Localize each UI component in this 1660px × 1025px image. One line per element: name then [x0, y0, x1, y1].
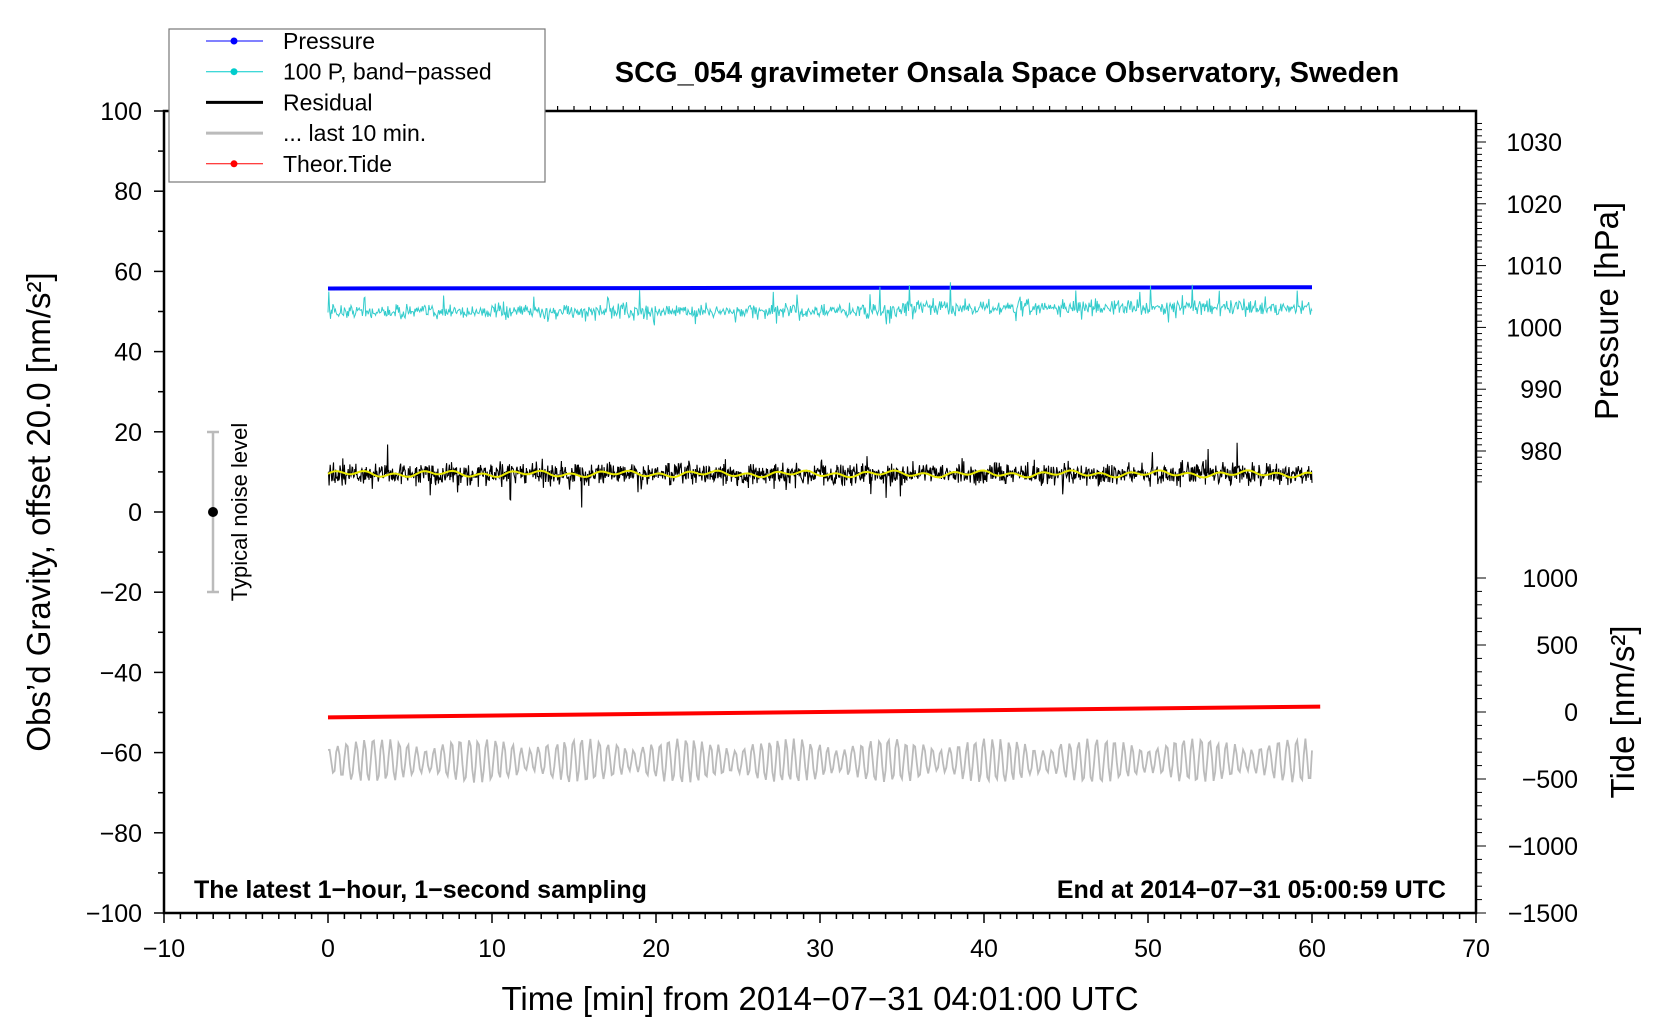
tide-tick-label: 500	[1536, 632, 1578, 660]
legend-label: 100 P, band−passed	[283, 59, 492, 85]
legend-swatch-dot	[230, 160, 238, 168]
pressure-tick-label: 1030	[1506, 129, 1562, 157]
legend-box	[168, 28, 546, 183]
tide-tick-label: 1000	[1522, 565, 1578, 593]
x-tick-label: 20	[642, 935, 670, 963]
legend: Pressure 100 P, band−passed Residual ... la…	[168, 28, 546, 183]
x-tick-label: 50	[1134, 935, 1162, 963]
plot-frame	[162, 109, 1478, 915]
tide-tick-label: −1000	[1508, 833, 1578, 861]
y-axis-label-tide: Tide [nm/s²]	[1604, 626, 1641, 799]
y-tick-label: −100	[86, 900, 142, 928]
pressure-tick-label: 990	[1520, 376, 1562, 404]
pressure-tick-label: 1010	[1506, 253, 1562, 281]
tide-tick-label: 0	[1564, 699, 1578, 727]
y-tick-label: −40	[100, 659, 142, 687]
pressure-tick-label: 980	[1520, 438, 1562, 466]
legend-label: Theor.Tide	[283, 151, 392, 177]
y-tick-label: 60	[114, 258, 142, 286]
series-residual-smoothed	[327, 469, 1313, 479]
data-traces	[327, 282, 1321, 784]
axis-ticks	[154, 106, 1486, 923]
annotation-end-time: End at 2014−07−31 05:00:59 UTC	[1057, 876, 1446, 904]
legend-item: Residual	[206, 89, 373, 115]
x-tick-label: 30	[806, 935, 834, 963]
series-last-10-min	[327, 736, 1313, 784]
x-tick-label: 60	[1298, 935, 1326, 963]
pressure-tick-label: 1020	[1506, 191, 1562, 219]
y-tick-label: 100	[100, 98, 142, 126]
y-tick-label: −60	[100, 740, 142, 768]
noise-label: Typical noise level	[227, 423, 252, 602]
series-pressure	[327, 285, 1313, 291]
annotation-sampling: The latest 1−hour, 1−second sampling	[194, 876, 647, 904]
pressure-tick-label: 1000	[1506, 314, 1562, 342]
legend-label: Residual	[283, 89, 373, 115]
noise-level-indicator: Typical noise level	[207, 423, 252, 602]
tide-tick-label: −1500	[1508, 900, 1578, 928]
series-band-passed-pressure	[327, 282, 1313, 326]
y-tick-label: −20	[100, 579, 142, 607]
y-tick-label: −80	[100, 820, 142, 848]
series-theor-tide	[327, 704, 1321, 720]
tide-tick-label: −500	[1522, 766, 1578, 794]
legend-item: Pressure	[206, 28, 375, 54]
legend-swatch-dot	[230, 68, 238, 76]
y-axis-label-pressure: Pressure [hPa]	[1588, 202, 1625, 420]
noise-center-dot	[208, 507, 218, 517]
x-tick-label: 10	[478, 935, 506, 963]
y-tick-label: 40	[114, 339, 142, 367]
x-tick-label: 40	[970, 935, 998, 963]
x-tick-label: 70	[1462, 935, 1490, 963]
legend-item: ... last 10 min.	[206, 120, 426, 146]
y-tick-label: 0	[128, 499, 142, 527]
y-tick-label: 20	[114, 419, 142, 447]
x-axis-label: Time [min] from 2014−07−31 04:01:00 UTC	[501, 980, 1138, 1017]
chart-title: SCG_054 gravimeter Onsala Space Observat…	[615, 57, 1399, 89]
legend-item: Theor.Tide	[206, 151, 392, 177]
x-tick-label: −10	[143, 935, 185, 963]
y-axis-label-left: Obs’d Gravity, offset 20.0 [nm/s²]	[20, 272, 57, 751]
x-tick-label: 0	[321, 935, 335, 963]
legend-swatch-dot	[230, 37, 238, 45]
y-tick-label: 80	[114, 178, 142, 206]
series-residual	[327, 442, 1313, 508]
legend-label: ... last 10 min.	[283, 120, 426, 146]
legend-item: 100 P, band−passed	[206, 59, 492, 85]
legend-label: Pressure	[283, 28, 375, 54]
tick-labels: −10 0 10 20 30 40 50 60 70100806040200−20−40−60−…	[86, 98, 1578, 963]
